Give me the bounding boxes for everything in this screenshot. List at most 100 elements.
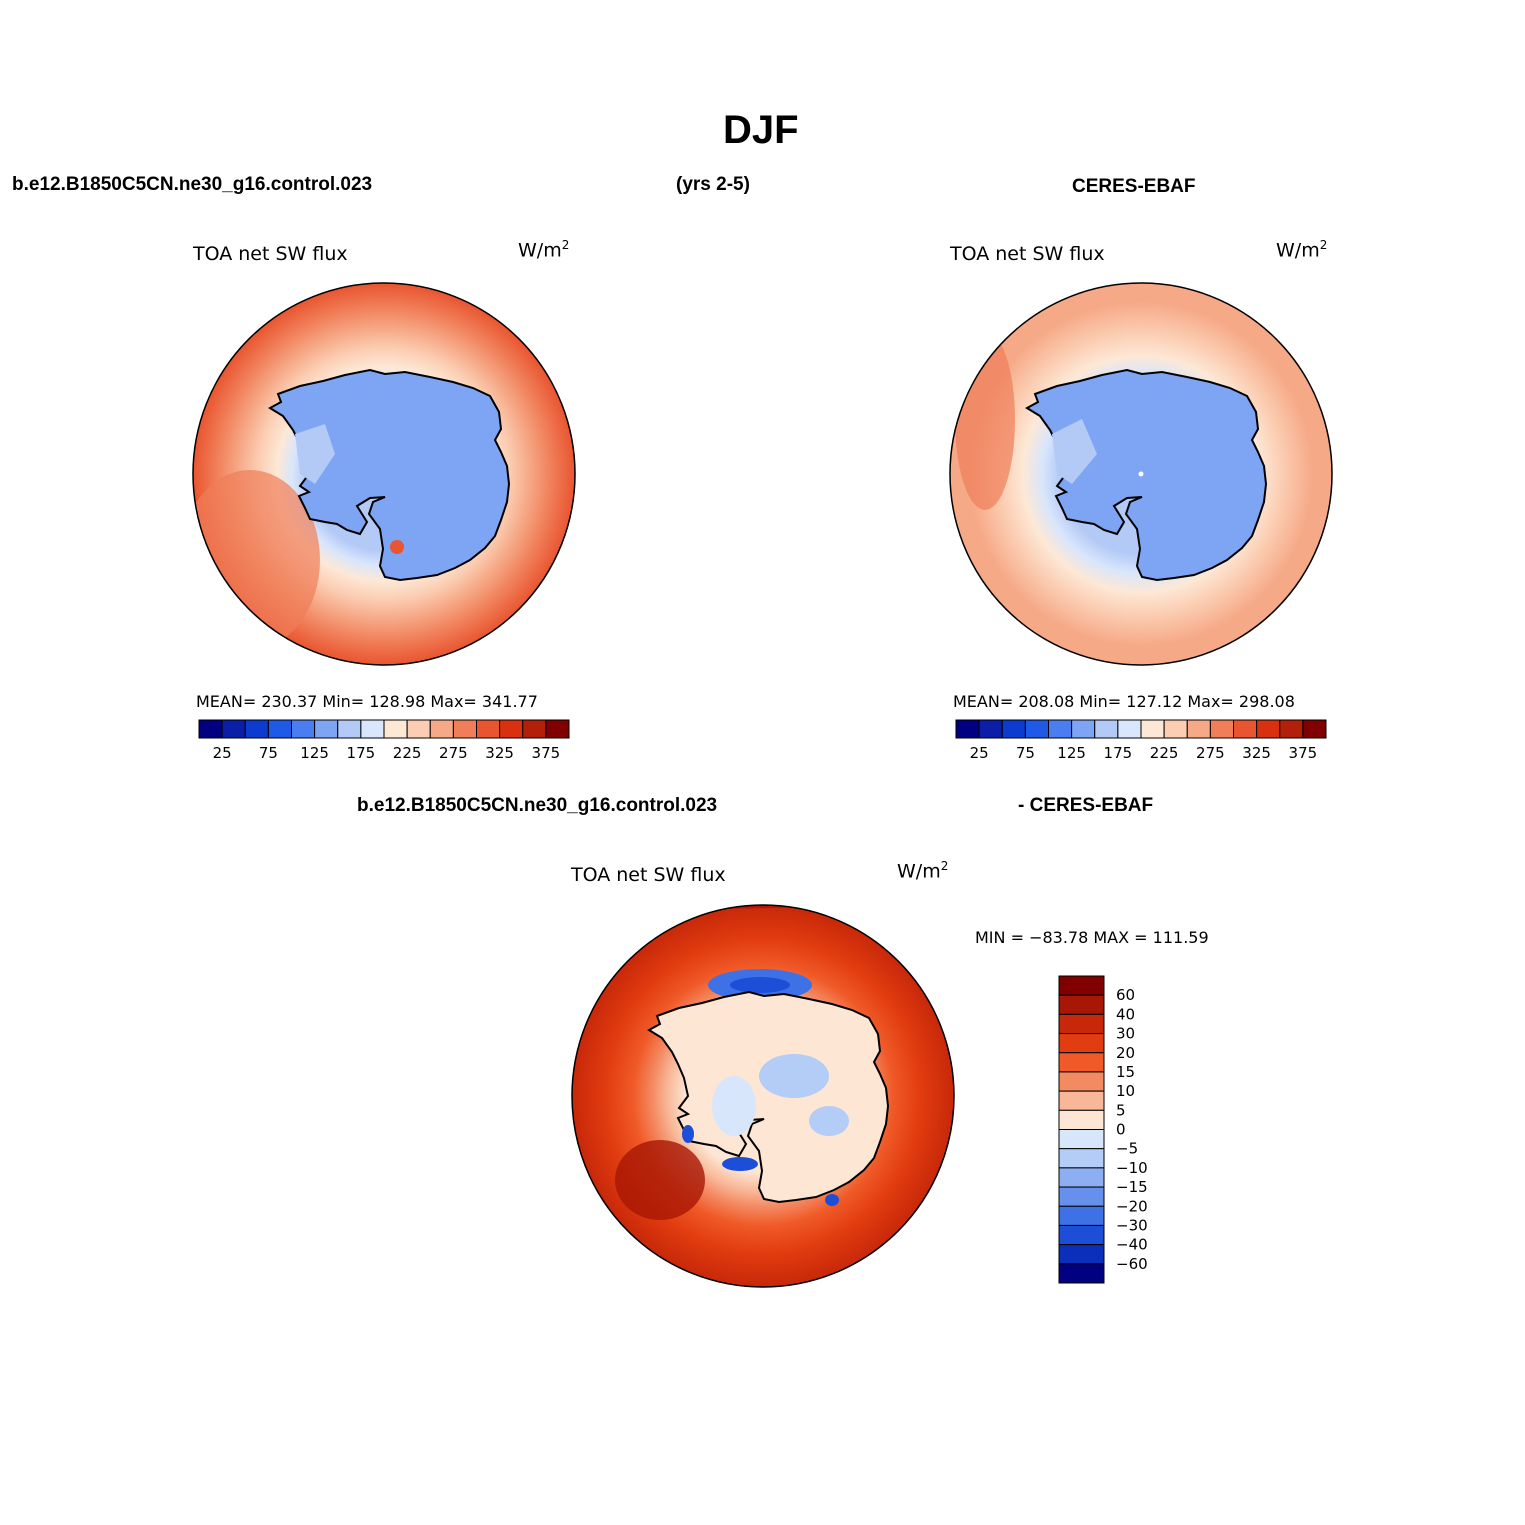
- colorbar-swatch: [499, 719, 524, 739]
- panel3-variable: TOA net SW flux: [571, 864, 726, 886]
- colorbar-swatch: [452, 719, 477, 739]
- diff-colorbar-swatch: [1058, 1167, 1105, 1188]
- colorbar-swatch: [1163, 719, 1188, 739]
- panel2-units: W/m2: [1276, 238, 1328, 262]
- diff-colorbar-tick-label: −30: [1116, 1216, 1148, 1234]
- diff-colorbar-swatch: [1058, 1033, 1105, 1054]
- diff-colorbar-tick-label: 60: [1116, 986, 1135, 1004]
- diff-colorbar-tick-label: 20: [1116, 1044, 1135, 1062]
- colorbar-swatch: [1233, 719, 1258, 739]
- colorbar-swatch: [955, 719, 980, 739]
- diff-colorbar-swatch: [1058, 1090, 1105, 1111]
- colorbar-swatch: [1256, 719, 1281, 739]
- colorbar-swatch: [221, 719, 246, 739]
- case-name: b.e12.B1850C5CN.ne30_g16.control.023: [12, 174, 373, 195]
- colorbar-tick-label: 225: [1150, 744, 1179, 762]
- diff-colorbar-swatch: [1058, 1186, 1105, 1207]
- panel1-colorbar: 25 75 125 175 225 275 325 375: [198, 719, 570, 762]
- diff-colorbar-swatch: [1058, 1052, 1105, 1073]
- diff-colorbar-swatch: [1058, 1244, 1105, 1265]
- colorbar-swatch: [244, 719, 269, 739]
- years-label: (yrs 2-5): [676, 174, 750, 195]
- diff-colorbar-tick-label: 10: [1116, 1082, 1135, 1100]
- colorbar-tick-label: 325: [1242, 744, 1271, 762]
- diff-colorbar-swatch: [1058, 1224, 1105, 1246]
- diff-colorbar-tick-label: −20: [1116, 1197, 1148, 1215]
- colorbar-swatch: [1001, 719, 1026, 739]
- colorbar-swatch: [360, 719, 385, 739]
- diff-case-name: b.e12.B1850C5CN.ne30_g16.control.023: [357, 795, 718, 816]
- colorbar-swatch: [1186, 719, 1211, 739]
- diff-colorbar-swatch: [1058, 1205, 1105, 1226]
- panel1-variable: TOA net SW flux: [193, 243, 348, 265]
- panel1-map: [192, 282, 576, 666]
- diff-colorbar-tick-label: 0: [1116, 1121, 1126, 1139]
- colorbar-swatch: [476, 719, 501, 739]
- panel2-stats: MEAN= 208.08 Min= 127.12 Max= 298.08: [953, 692, 1295, 711]
- colorbar-swatch: [1048, 719, 1073, 739]
- colorbar-swatch: [522, 719, 547, 739]
- main-title: DJF: [723, 108, 799, 152]
- colorbar-tick-label: 75: [259, 744, 278, 762]
- diff-colorbar-tick-label: −10: [1116, 1159, 1148, 1177]
- colorbar-swatch: [1117, 719, 1142, 739]
- panel1-units: W/m2: [518, 238, 570, 262]
- diff-obs-name: - CERES-EBAF: [1018, 795, 1154, 816]
- colorbar-tick-label: 375: [1289, 744, 1318, 762]
- colorbar-swatch: [314, 719, 339, 739]
- colorbar-tick-label: 325: [485, 744, 514, 762]
- colorbar-swatch: [1302, 719, 1327, 739]
- panel2-map: [949, 282, 1333, 666]
- panel2-colorbar: 25 75 125 175 225 275 325 375: [955, 719, 1327, 762]
- diff-colorbar-swatch: [1058, 1109, 1105, 1130]
- colorbar-tick-label: 125: [1057, 744, 1086, 762]
- colorbar-tick-label: 275: [1196, 744, 1225, 762]
- colorbar-swatch: [406, 719, 431, 739]
- colorbar-tick-label: 275: [439, 744, 468, 762]
- panel3-units: W/m2: [897, 859, 949, 883]
- diff-colorbar-swatch: [1058, 975, 1105, 996]
- panel2-variable: TOA net SW flux: [950, 243, 1105, 265]
- diff-colorbar-tick-label: 30: [1116, 1025, 1135, 1043]
- colorbar-swatch: [1209, 719, 1234, 739]
- panel3-map: [571, 904, 955, 1288]
- diff-colorbar-swatch: [1058, 1071, 1105, 1092]
- colorbar-tick-label: 225: [393, 744, 422, 762]
- colorbar-swatch: [1094, 719, 1119, 739]
- colorbar-swatch: [383, 719, 408, 739]
- colorbar-swatch: [1140, 719, 1165, 739]
- diff-colorbar-tick-label: 15: [1116, 1063, 1135, 1081]
- colorbar-swatch: [1279, 719, 1304, 739]
- colorbar-swatch: [1024, 719, 1049, 739]
- colorbar-tick-label: 375: [532, 744, 561, 762]
- diff-colorbar-tick-label: −40: [1116, 1236, 1148, 1254]
- colorbar-tick-label: 125: [300, 744, 329, 762]
- diff-colorbar-tick-label: 40: [1116, 1005, 1135, 1023]
- diff-colorbar-tick-label: −60: [1116, 1255, 1148, 1273]
- colorbar-swatch: [198, 719, 223, 739]
- diff-colorbar-swatch: [1058, 1129, 1105, 1150]
- obs-name: CERES-EBAF: [1072, 176, 1196, 197]
- colorbar-tick-label: 25: [970, 744, 989, 762]
- colorbar-swatch: [978, 719, 1003, 739]
- colorbar-swatch: [1071, 719, 1096, 739]
- colorbar-swatch: [267, 719, 292, 739]
- diff-colorbar-swatch: [1058, 994, 1105, 1015]
- colorbar-tick-label: 175: [1104, 744, 1133, 762]
- colorbar-swatch: [545, 719, 570, 739]
- diff-colorbar-swatch: [1058, 1263, 1105, 1284]
- colorbar-swatch: [429, 719, 454, 739]
- colorbar-tick-label: 75: [1016, 744, 1035, 762]
- colorbar-swatch: [291, 719, 316, 739]
- colorbar-tick-label: 25: [213, 744, 232, 762]
- diff-colorbar-swatch: [1058, 1148, 1105, 1169]
- panel1-stats: MEAN= 230.37 Min= 128.98 Max= 341.77: [196, 692, 538, 711]
- diff-colorbar-tick-label: −15: [1116, 1178, 1148, 1196]
- panel3-stats: MIN = −83.78 MAX = 111.59: [975, 928, 1209, 947]
- diff-colorbar-swatch: [1058, 1013, 1105, 1035]
- diff-colorbar-tick-label: 5: [1116, 1101, 1126, 1119]
- colorbar-swatch: [337, 719, 362, 739]
- colorbar-tick-label: 175: [347, 744, 376, 762]
